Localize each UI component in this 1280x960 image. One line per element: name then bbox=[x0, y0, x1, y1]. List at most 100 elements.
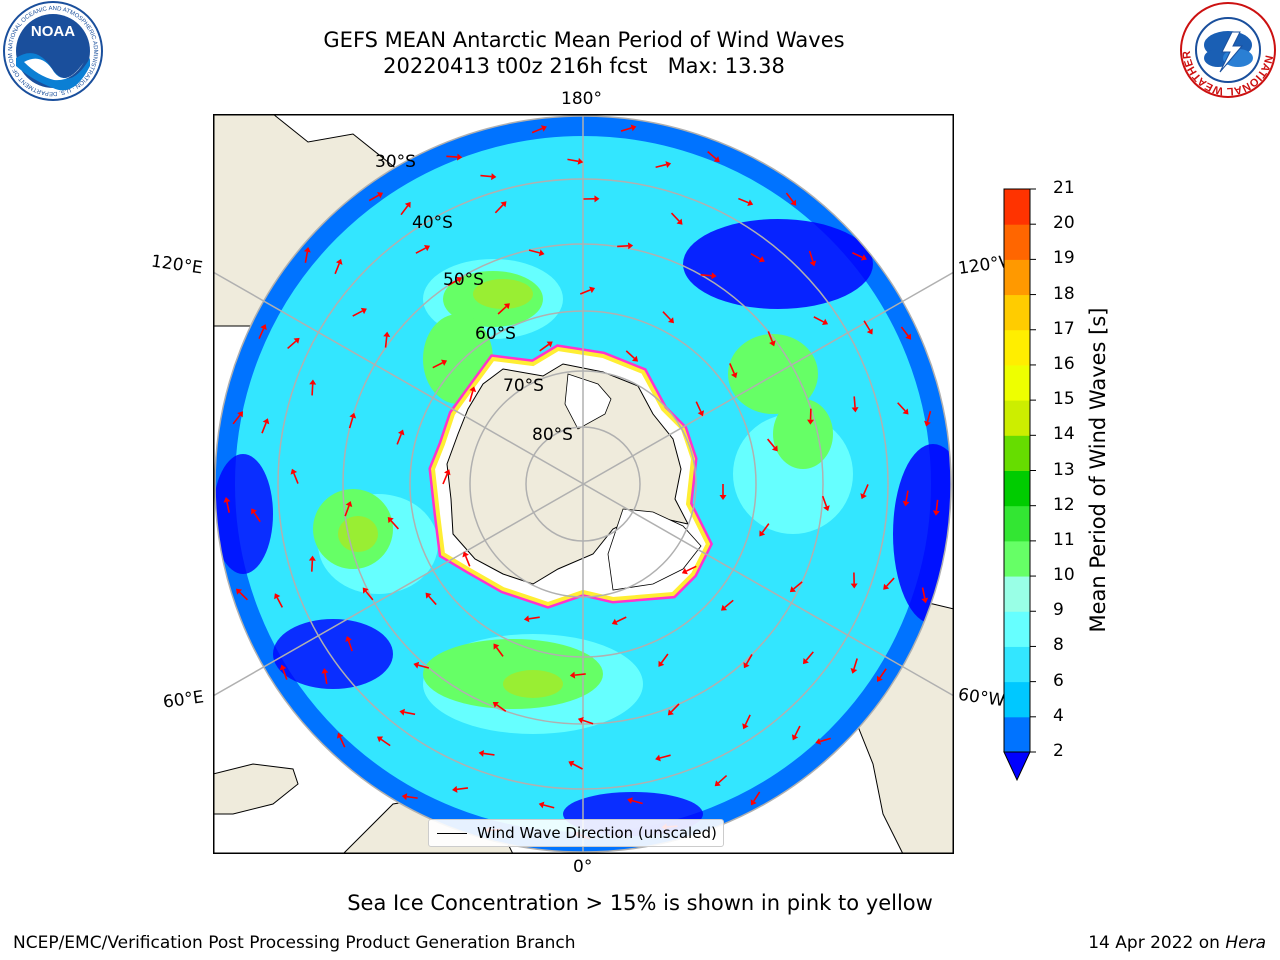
wave-arrow-head bbox=[713, 156, 720, 163]
wave-arrow-head bbox=[747, 199, 754, 206]
wave-arrow-head bbox=[444, 469, 451, 476]
wave-arrow-shaft bbox=[724, 599, 734, 608]
wave-arrow-shaft bbox=[745, 654, 753, 665]
wave-arrow-head bbox=[251, 508, 257, 515]
wave-arrow-shaft bbox=[494, 204, 504, 214]
wave-arrow-shaft bbox=[232, 414, 241, 425]
wave-arrow-head bbox=[423, 244, 431, 252]
colorbar-tick-label: 14 bbox=[1053, 424, 1075, 445]
wave-arrow-shaft bbox=[253, 512, 261, 523]
colorbar-tick-label: 9 bbox=[1053, 600, 1064, 621]
wave-arrow-head bbox=[850, 583, 858, 589]
lon-label-0: 0° bbox=[573, 857, 593, 877]
wave-arrow-head bbox=[290, 468, 298, 475]
wave-arrow-shaft bbox=[347, 640, 353, 652]
wave-arrow-head bbox=[697, 410, 705, 417]
wind-wave-arrows bbox=[223, 124, 940, 840]
wave-arrow-head bbox=[730, 372, 738, 379]
wave-arrow-shaft bbox=[352, 310, 363, 317]
wave-arrow-head bbox=[676, 218, 683, 225]
wave-arrow-head bbox=[577, 716, 584, 724]
wave-arrow-head bbox=[308, 555, 316, 561]
wave-arrow-head bbox=[802, 658, 809, 665]
wave-arrow-head bbox=[850, 667, 858, 674]
wave-arrow-head bbox=[769, 340, 776, 347]
wave-arrow-shaft bbox=[700, 274, 712, 277]
wave-arrow-shaft bbox=[717, 774, 728, 784]
wave-arrow-shaft bbox=[442, 473, 449, 485]
wave-arrow-head bbox=[523, 615, 530, 623]
footer-credit: NCEP/EMC/Verification Post Processing Pr… bbox=[13, 933, 576, 953]
wave-arrow-shaft bbox=[794, 725, 801, 737]
wave-arrow-head bbox=[452, 785, 458, 793]
wave-arrow-shaft bbox=[400, 205, 409, 216]
wave-arrow-shaft bbox=[480, 174, 492, 178]
colorbar-tick-label: 16 bbox=[1053, 353, 1075, 374]
wave-arrow-head bbox=[538, 249, 545, 257]
wave-arrow-shaft bbox=[935, 499, 939, 511]
wave-arrow-head bbox=[377, 192, 384, 199]
wave-arrow-shaft bbox=[655, 163, 667, 168]
wave-arrow-head bbox=[627, 242, 634, 250]
wave-arrow-head bbox=[568, 760, 575, 767]
wave-arrow-head bbox=[401, 793, 408, 801]
wave-arrow-shaft bbox=[531, 127, 543, 134]
wave-arrow-head bbox=[921, 597, 929, 604]
wave-arrow-head bbox=[345, 635, 352, 642]
wave-arrow-head bbox=[720, 604, 728, 611]
wave-arrow-shaft bbox=[528, 249, 540, 254]
polar-map bbox=[213, 114, 954, 854]
wave-arrow-head bbox=[223, 497, 231, 503]
wave-arrow-head bbox=[349, 412, 357, 419]
wave-arrow-shaft bbox=[853, 658, 858, 670]
colorbar-bin bbox=[1004, 329, 1030, 366]
wave-arrow-head bbox=[809, 260, 817, 267]
wave-arrow-shaft bbox=[579, 289, 591, 295]
wave-arrow-head bbox=[658, 660, 665, 667]
wave-arrow-head bbox=[860, 254, 867, 261]
wave-arrow-shaft bbox=[744, 714, 751, 726]
wave-arrow-head bbox=[569, 671, 576, 679]
colorbar-bin bbox=[1004, 435, 1030, 471]
colorbar-tick-label: 4 bbox=[1053, 705, 1064, 726]
colorbar-bin bbox=[1004, 716, 1030, 753]
wave-arrow-head bbox=[627, 797, 633, 804]
wave-arrow-head bbox=[478, 749, 485, 757]
colorbar-bin bbox=[1004, 646, 1030, 683]
wave-arrow-head bbox=[237, 411, 244, 418]
lat-label-60s: 60°S bbox=[475, 324, 516, 344]
wave-arrow-shaft bbox=[670, 212, 680, 222]
wave-arrow-shaft bbox=[304, 251, 309, 263]
wave-arrow-shaft bbox=[432, 362, 443, 369]
wave-arrow-head bbox=[345, 501, 353, 508]
colorbar-tick-label: 20 bbox=[1053, 213, 1075, 234]
wave-arrow-head bbox=[759, 530, 766, 537]
wave-arrow-shaft bbox=[324, 672, 328, 685]
wave-arrow-head bbox=[303, 246, 311, 253]
wave-arrow-shaft bbox=[852, 252, 863, 259]
wave-arrow-shaft bbox=[886, 577, 895, 587]
wave-arrow-shaft bbox=[582, 719, 594, 725]
wave-arrow-head bbox=[823, 505, 830, 512]
wave-arrow-head bbox=[279, 664, 287, 671]
footer-date: 14 Apr 2022 on Hera bbox=[1088, 933, 1266, 953]
colorbar-tick-label: 18 bbox=[1053, 283, 1075, 304]
footer-host: Hera bbox=[1225, 933, 1266, 953]
wave-arrow-head bbox=[668, 317, 674, 324]
wave-arrow-head bbox=[274, 593, 281, 600]
colorbar-bin bbox=[1004, 576, 1030, 612]
wave-arrow-shaft bbox=[660, 653, 669, 664]
wave-arrow-shaft bbox=[468, 390, 474, 402]
wave-arrow-head bbox=[594, 195, 600, 203]
wave-arrow-shaft bbox=[384, 336, 388, 348]
wave-arrow-shaft bbox=[276, 597, 284, 608]
colorbar-bin bbox=[1004, 505, 1030, 542]
wave-arrow-head bbox=[630, 124, 637, 132]
wave-arrow-head bbox=[924, 420, 931, 427]
colorbar-bin bbox=[1004, 540, 1030, 577]
wave-arrow-head bbox=[711, 272, 717, 280]
wave-arrow-head bbox=[425, 592, 432, 599]
wave-arrow-shaft bbox=[631, 799, 643, 805]
wave-arrow-head bbox=[413, 661, 420, 669]
wave-arrow-shaft bbox=[620, 127, 632, 132]
